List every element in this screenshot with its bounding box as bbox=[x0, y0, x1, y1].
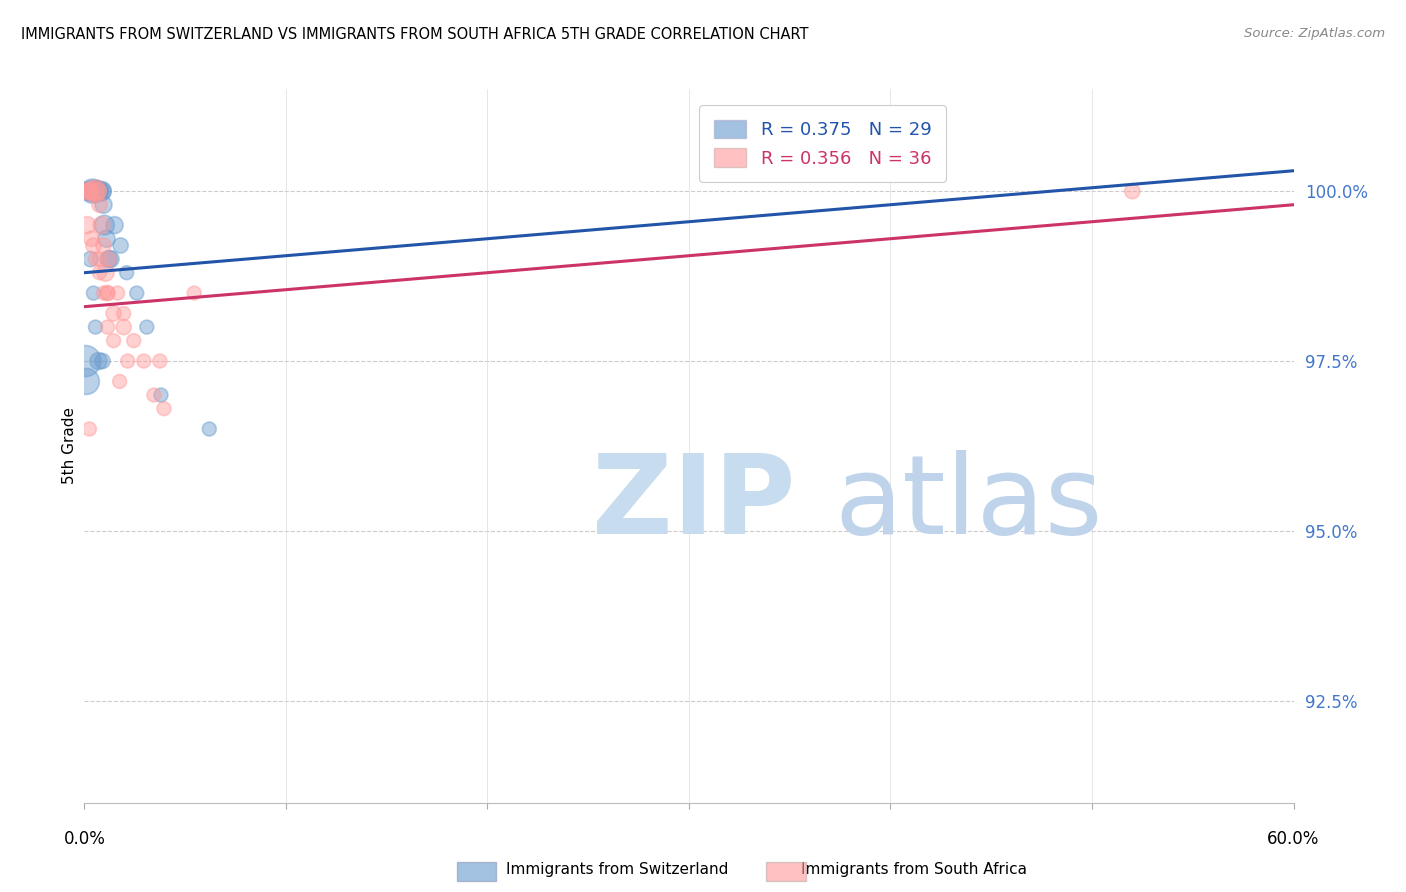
Point bbox=[79, 184, 101, 198]
Text: IMMIGRANTS FROM SWITZERLAND VS IMMIGRANTS FROM SOUTH AFRICA 5TH GRADE CORRELATIO: IMMIGRANTS FROM SWITZERLAND VS IMMIGRANT… bbox=[21, 27, 808, 42]
Text: atlas: atlas bbox=[834, 450, 1102, 557]
Point bbox=[100, 252, 122, 266]
Point bbox=[89, 198, 111, 212]
Point bbox=[97, 252, 120, 266]
Point bbox=[142, 388, 165, 402]
Point bbox=[75, 354, 97, 368]
Point bbox=[96, 232, 118, 246]
Point bbox=[76, 218, 98, 232]
Point bbox=[107, 286, 129, 301]
Point bbox=[149, 354, 172, 368]
Point bbox=[87, 354, 110, 368]
Point bbox=[80, 184, 103, 198]
Point bbox=[93, 218, 115, 232]
Point bbox=[96, 286, 118, 301]
Point bbox=[84, 252, 107, 266]
Point bbox=[83, 184, 105, 198]
Legend: R = 0.375   N = 29, R = 0.356   N = 36: R = 0.375 N = 29, R = 0.356 N = 36 bbox=[699, 105, 946, 182]
Point bbox=[89, 266, 111, 280]
Text: Immigrants from Switzerland: Immigrants from Switzerland bbox=[506, 863, 728, 877]
Point bbox=[112, 306, 135, 320]
Point bbox=[79, 184, 101, 198]
Point bbox=[82, 238, 104, 252]
Point bbox=[76, 184, 98, 198]
Point bbox=[86, 184, 108, 198]
Point bbox=[132, 354, 155, 368]
Point bbox=[75, 375, 97, 389]
Text: Source: ZipAtlas.com: Source: ZipAtlas.com bbox=[1244, 27, 1385, 40]
Point bbox=[93, 286, 115, 301]
Point bbox=[108, 375, 131, 389]
Point bbox=[93, 238, 115, 252]
Point bbox=[112, 320, 135, 334]
Point bbox=[93, 198, 115, 212]
Point bbox=[76, 184, 98, 198]
Point bbox=[79, 252, 101, 266]
Point bbox=[96, 320, 118, 334]
Point bbox=[89, 252, 111, 266]
Point bbox=[84, 320, 107, 334]
Point bbox=[84, 184, 107, 198]
Point bbox=[117, 354, 139, 368]
Point bbox=[86, 184, 108, 198]
Point bbox=[82, 286, 104, 301]
Point bbox=[87, 184, 110, 198]
Text: Immigrants from South Africa: Immigrants from South Africa bbox=[801, 863, 1028, 877]
Point bbox=[104, 218, 127, 232]
Point bbox=[94, 266, 117, 280]
Text: ZIP: ZIP bbox=[592, 450, 796, 557]
Point bbox=[103, 306, 125, 320]
Point bbox=[90, 184, 112, 198]
Point bbox=[149, 388, 172, 402]
Point bbox=[153, 401, 176, 416]
Point bbox=[96, 286, 118, 301]
Point bbox=[110, 238, 132, 252]
Point bbox=[1121, 184, 1143, 198]
Point bbox=[79, 422, 101, 436]
Y-axis label: 5th Grade: 5th Grade bbox=[62, 408, 77, 484]
Point bbox=[91, 354, 114, 368]
Point bbox=[135, 320, 157, 334]
Point bbox=[183, 286, 205, 301]
Point bbox=[84, 184, 107, 198]
Point bbox=[91, 184, 114, 198]
Point bbox=[82, 184, 104, 198]
Point bbox=[90, 218, 112, 232]
Point bbox=[98, 252, 121, 266]
Point bbox=[103, 334, 125, 348]
Point bbox=[89, 184, 111, 198]
Point bbox=[82, 184, 104, 198]
Point bbox=[125, 286, 148, 301]
Point bbox=[122, 334, 145, 348]
Point bbox=[198, 422, 221, 436]
Text: 60.0%: 60.0% bbox=[1267, 830, 1320, 848]
Text: 0.0%: 0.0% bbox=[63, 830, 105, 848]
Point bbox=[115, 266, 138, 280]
Point bbox=[80, 232, 103, 246]
